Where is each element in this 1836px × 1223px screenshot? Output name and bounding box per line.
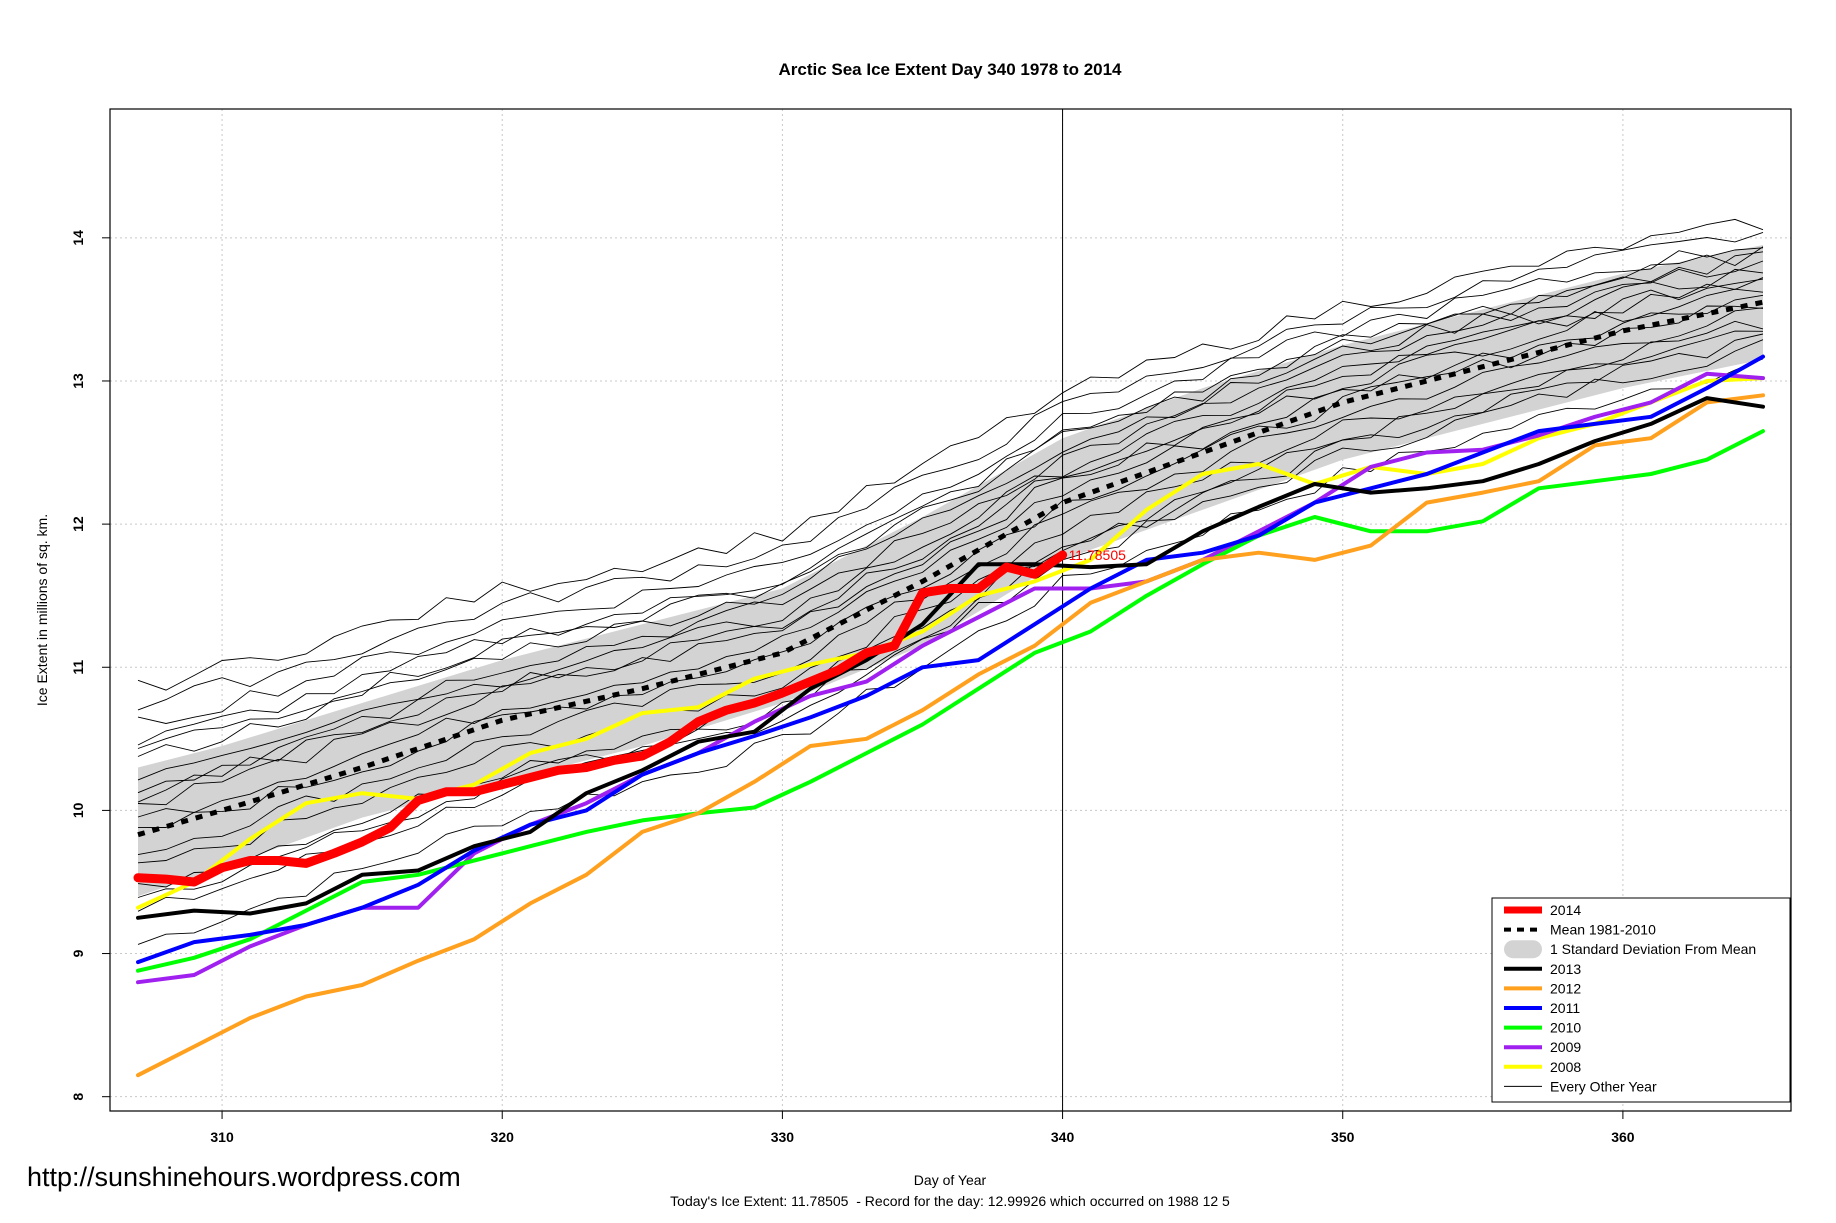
y-tick-label: 8 [70, 1093, 86, 1101]
series-2009-line [136, 371, 1765, 985]
series-2012-line [136, 393, 1765, 1078]
legend-label: 2008 [1550, 1059, 1581, 1075]
series-2008-line [136, 376, 1765, 910]
x-tick-label: 320 [491, 1129, 515, 1145]
legend-label: 2012 [1550, 980, 1581, 996]
std-band [138, 245, 1763, 897]
other-year-line [137, 260, 1764, 757]
legend-label: 2013 [1550, 961, 1581, 977]
x-axis: 310 320 330 340 350 360 [210, 1111, 1635, 1145]
y-tick-label: 13 [70, 373, 86, 389]
other-year-line [137, 268, 1764, 781]
legend-swatch [1504, 940, 1542, 959]
std-band-area [138, 245, 1763, 897]
other-year-line [137, 246, 1764, 746]
other-year-line [137, 307, 1764, 856]
x-tick-label: 360 [1611, 1129, 1635, 1145]
x-tick-label: 330 [771, 1129, 795, 1145]
x-tick-label: 350 [1331, 1129, 1355, 1145]
site-url: http://sunshinehours.wordpress.com [27, 1162, 461, 1192]
x-tick-label: 310 [210, 1129, 234, 1145]
y-axis: 8 9 10 11 12 13 14 [70, 230, 110, 1101]
other-year-line [137, 358, 1764, 945]
other-year-line [137, 333, 1764, 898]
other-year-line [137, 277, 1764, 803]
other-year-line [137, 231, 1764, 711]
y-tick-label: 14 [70, 230, 86, 246]
legend-label: 2010 [1550, 1020, 1581, 1036]
legend-label: 2014 [1550, 902, 1581, 918]
every-other-year-lines [137, 218, 1764, 945]
y-tick-label: 10 [70, 802, 86, 818]
series-2014-line [133, 550, 1068, 887]
other-year-line [137, 247, 1764, 724]
mean-line-path [137, 299, 1764, 838]
legend-label: Every Other Year [1550, 1078, 1657, 1094]
other-year-line [137, 288, 1764, 806]
series-2010-line [136, 429, 1765, 973]
footer-text: Today's Ice Extent: 11.78505 - Record fo… [670, 1193, 1230, 1209]
other-year-line [137, 330, 1764, 888]
y-tick-label: 11 [70, 660, 86, 675]
other-year-line [137, 278, 1764, 794]
y-tick-label: 9 [70, 949, 86, 957]
other-year-line [137, 294, 1764, 818]
x-tick-label: 340 [1051, 1129, 1075, 1145]
y-axis-label: Ice Extent in millions of sq. km. [34, 514, 50, 706]
legend: 2014 Mean 1981-2010 1 Standard Deviation F… [1491, 897, 1791, 1103]
other-year-line [137, 320, 1764, 864]
other-year-line [137, 218, 1764, 691]
legend-label: 2009 [1550, 1039, 1581, 1055]
y-tick-label: 12 [70, 516, 86, 532]
legend-label: 2011 [1550, 1000, 1580, 1016]
today-annotation: 11.78505 [1069, 547, 1127, 563]
legend-label: 1 Standard Deviation From Mean [1550, 941, 1756, 957]
series-lines [133, 354, 1765, 1078]
chart-title: Arctic Sea Ice Extent Day 340 1978 to 20… [778, 60, 1122, 79]
series-2013-line [136, 396, 1765, 920]
plot-frame [109, 108, 1792, 1112]
mean-line [137, 299, 1764, 838]
legend-label: Mean 1981-2010 [1550, 922, 1656, 938]
other-year-line [137, 251, 1764, 749]
x-axis-label: Day of Year [914, 1172, 987, 1188]
series-2011-line [136, 354, 1765, 965]
